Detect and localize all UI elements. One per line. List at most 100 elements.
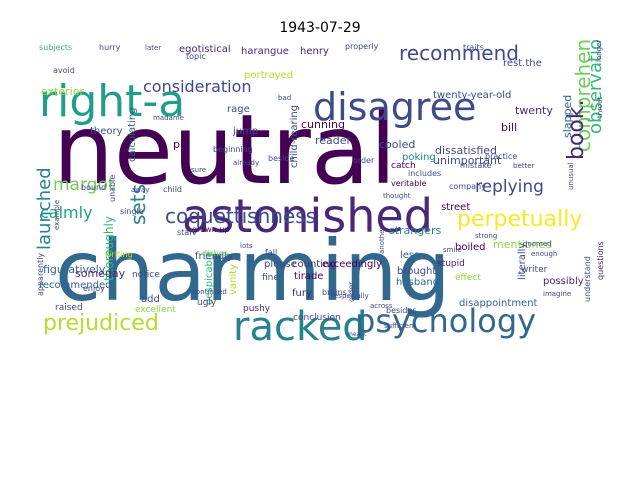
cloud-word: smile (443, 246, 462, 254)
cloud-word: astonished (182, 189, 433, 243)
cloud-word: beginning (213, 145, 253, 154)
cloud-word: example (53, 200, 61, 230)
cloud-word: mistake (460, 161, 492, 170)
cloud-word: counting (292, 259, 336, 270)
cloud-word: literally (517, 243, 528, 280)
cloud-word: replying (475, 177, 544, 197)
cloud-word: reader (315, 134, 352, 147)
cloud-word: avoid (53, 66, 75, 75)
cloud-word: older (347, 281, 356, 302)
cloud-word: thoroughly (102, 216, 116, 281)
cloud-word: meant (347, 331, 367, 338)
cloud-word: catch (391, 161, 416, 171)
cloud-word: twenty-year-old (433, 90, 511, 101)
cloud-word: jump (232, 126, 258, 137)
cloud-word: order (353, 156, 375, 165)
cloud-word: company (449, 182, 486, 191)
cloud-word: across (370, 302, 393, 310)
cloud-word: boiled (455, 242, 486, 253)
cloud-word: dishes (202, 249, 228, 258)
cloud-word: raised (55, 303, 83, 313)
cloud-word: child (163, 185, 182, 194)
cloud-word: mentioned (493, 238, 552, 251)
cloud-word: pushy (243, 304, 271, 314)
cloud-word: harangue (241, 46, 289, 57)
cloud-word: despicable (204, 251, 215, 305)
cloud-word: observation (585, 40, 605, 134)
cloud-word: bound (81, 183, 106, 192)
cloud-word: perpetually (457, 207, 582, 232)
cloud-word: coquettishness (165, 204, 316, 228)
cloud-word: fury (292, 288, 312, 299)
cloud-word: already (233, 159, 259, 167)
cloud-word: calculating (127, 107, 138, 162)
cloud-word: longer (595, 40, 603, 62)
cloud-word: especially (334, 292, 369, 300)
cloud-word: unable (108, 175, 117, 202)
cloud-word: rage (227, 104, 250, 115)
cloud-word: grown-up (192, 225, 230, 234)
cloud-word: imagine (543, 290, 571, 298)
cloud-word: later (145, 44, 161, 52)
cloud-word: bill (501, 121, 517, 134)
cloud-word: twenty (515, 104, 553, 117)
cloud-word: friendly (195, 251, 233, 262)
cloud-word: unusual (567, 162, 575, 190)
cloud-word: continued (192, 288, 227, 296)
cloud-word: prejudiced (43, 311, 159, 336)
cloud-word: includes (408, 169, 441, 178)
cloud-word: practice (485, 152, 517, 161)
cloud-word: exceedingly (322, 259, 382, 270)
cloud-word: single (120, 207, 144, 216)
cloud-word: lots (240, 242, 253, 250)
word-cloud: neutral charming astonished right-a disagree… (35, 40, 605, 344)
cloud-word: disappointment (459, 298, 538, 309)
cloud-word: cooled (379, 138, 415, 151)
cloud-word: slapped (561, 95, 574, 138)
cloud-word: hurry (99, 43, 121, 52)
cloud-word: street (441, 202, 470, 213)
cloud-word: tirade (294, 271, 323, 282)
cloud-word: rest.the (503, 58, 542, 69)
cloud-word: poking (402, 152, 436, 163)
cloud-word: cunning (301, 118, 345, 131)
cloud-word: traits (463, 43, 484, 52)
cloud-word: throat (596, 97, 604, 118)
cloud-word: excellent (135, 305, 176, 315)
cloud-word: understand (583, 256, 592, 302)
cloud-word: egotistical (179, 44, 231, 55)
cloud-word: pit (173, 138, 188, 151)
cloud-word: writer (521, 265, 548, 275)
cloud-word: margot (53, 175, 115, 195)
cloud-word: figuratively (43, 263, 106, 276)
cloud-word: recommend (399, 41, 519, 65)
cloud-word: better (513, 162, 535, 170)
cloud-word: dissatisfied (435, 144, 497, 157)
cloud-word: conclusion (293, 313, 341, 323)
cloud-word: questions (596, 241, 605, 280)
cloud-word: ugly (197, 298, 217, 308)
cloud-word: vanity (228, 264, 239, 295)
cloud-word: subjects (39, 43, 72, 52)
cloud-word: another (378, 227, 386, 254)
cloud-word: topic (186, 52, 206, 61)
cloud-word: stupid (437, 259, 465, 269)
cloud-word: recommended (39, 280, 111, 291)
cloud-word: effect (455, 273, 481, 283)
cloud-word: unimportant (433, 154, 502, 167)
cloud-word: brought (397, 266, 436, 277)
cloud-word: psychology (355, 302, 536, 340)
cloud-word: less (400, 250, 419, 261)
cloud-word: veritable (391, 179, 427, 188)
cloud-word: please (264, 259, 297, 270)
cloud-word: writing (105, 250, 133, 259)
cloud-word: portrayed (244, 70, 293, 81)
cloud-word: strong (475, 232, 497, 240)
cloud-word: bad (278, 94, 291, 102)
cloud-word: sure (191, 166, 206, 174)
cloud-word: start (177, 228, 196, 237)
cloud-word: apparently (36, 253, 45, 296)
figure-title: 1943-07-29 (279, 20, 361, 36)
cloud-word: disagree (313, 85, 476, 129)
cloud-word: add (141, 294, 160, 305)
